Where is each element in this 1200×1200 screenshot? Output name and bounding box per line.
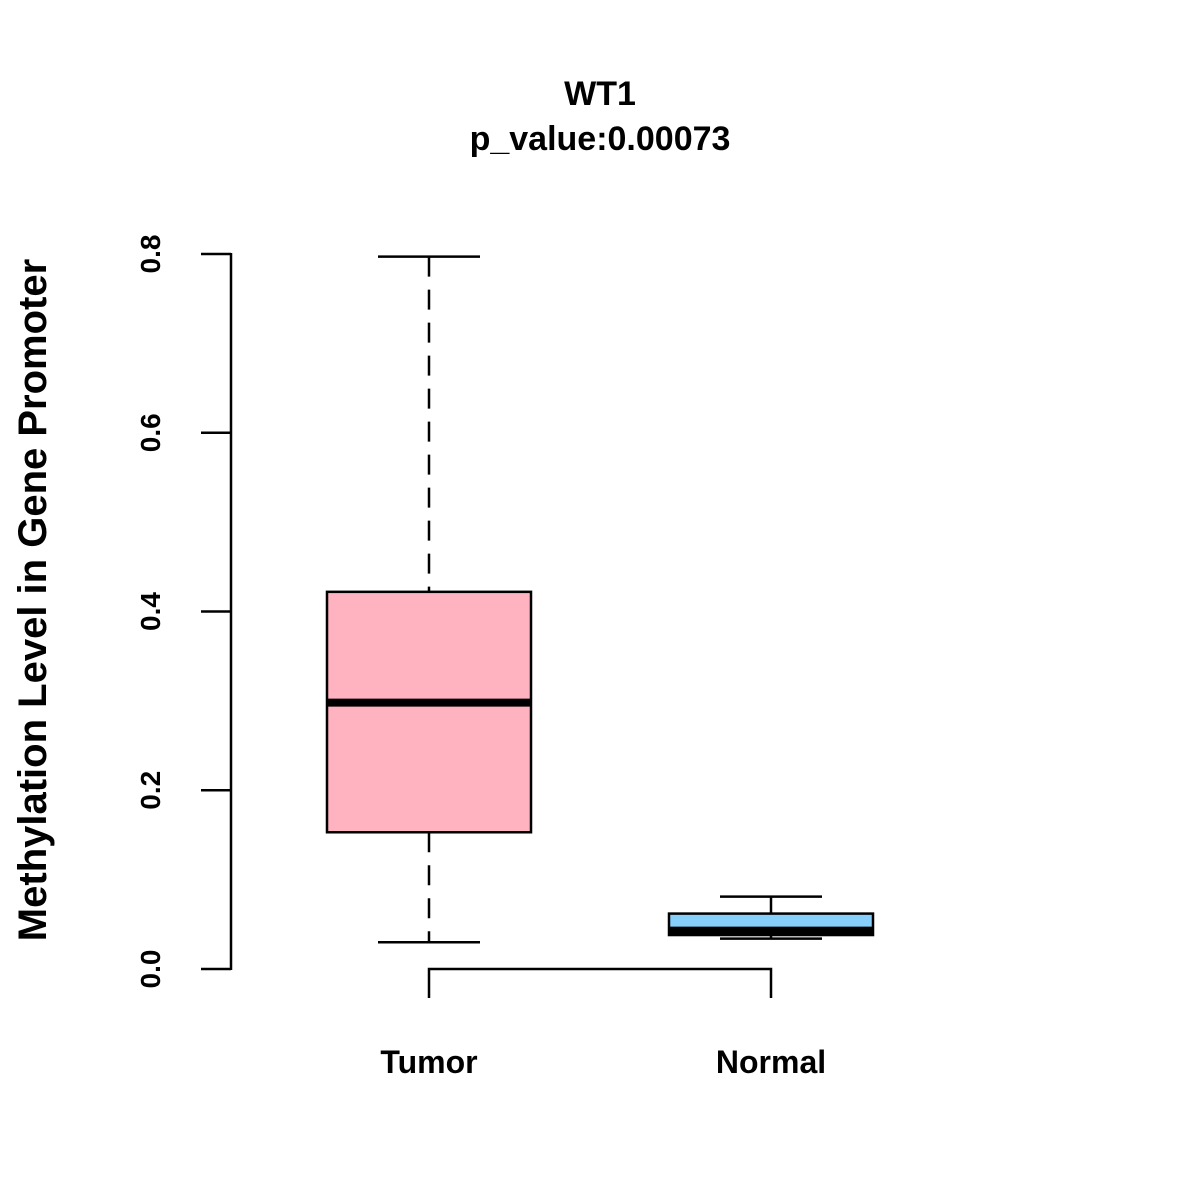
y-tick-label: 0.6: [135, 413, 166, 452]
y-tick-label: 0.2: [135, 771, 166, 810]
box-group: [325, 255, 875, 944]
chart-subtitle: p_value:0.00073: [470, 120, 731, 158]
box-tumor: [325, 255, 533, 944]
chart-title: WT1: [564, 75, 636, 113]
y-tick-label: 0.4: [135, 592, 166, 631]
y-axis-ticks: 0.0 0.2 0.4 0.6 0.8: [135, 235, 231, 989]
comparison-bracket: [427, 967, 773, 998]
x-tick-label-tumor: Tumor: [380, 1044, 477, 1080]
bracket-line: [427, 967, 773, 998]
y-tick-label: 0.8: [135, 235, 166, 274]
y-axis-label: Methylation Level in Gene Promoter: [11, 259, 55, 941]
y-tick-label: 0.0: [135, 950, 166, 989]
x-tick-label-normal: Normal: [716, 1044, 826, 1080]
x-axis-labels: Tumor Normal: [380, 1044, 826, 1080]
box-normal: [667, 895, 875, 940]
iqr-box: [325, 590, 533, 834]
